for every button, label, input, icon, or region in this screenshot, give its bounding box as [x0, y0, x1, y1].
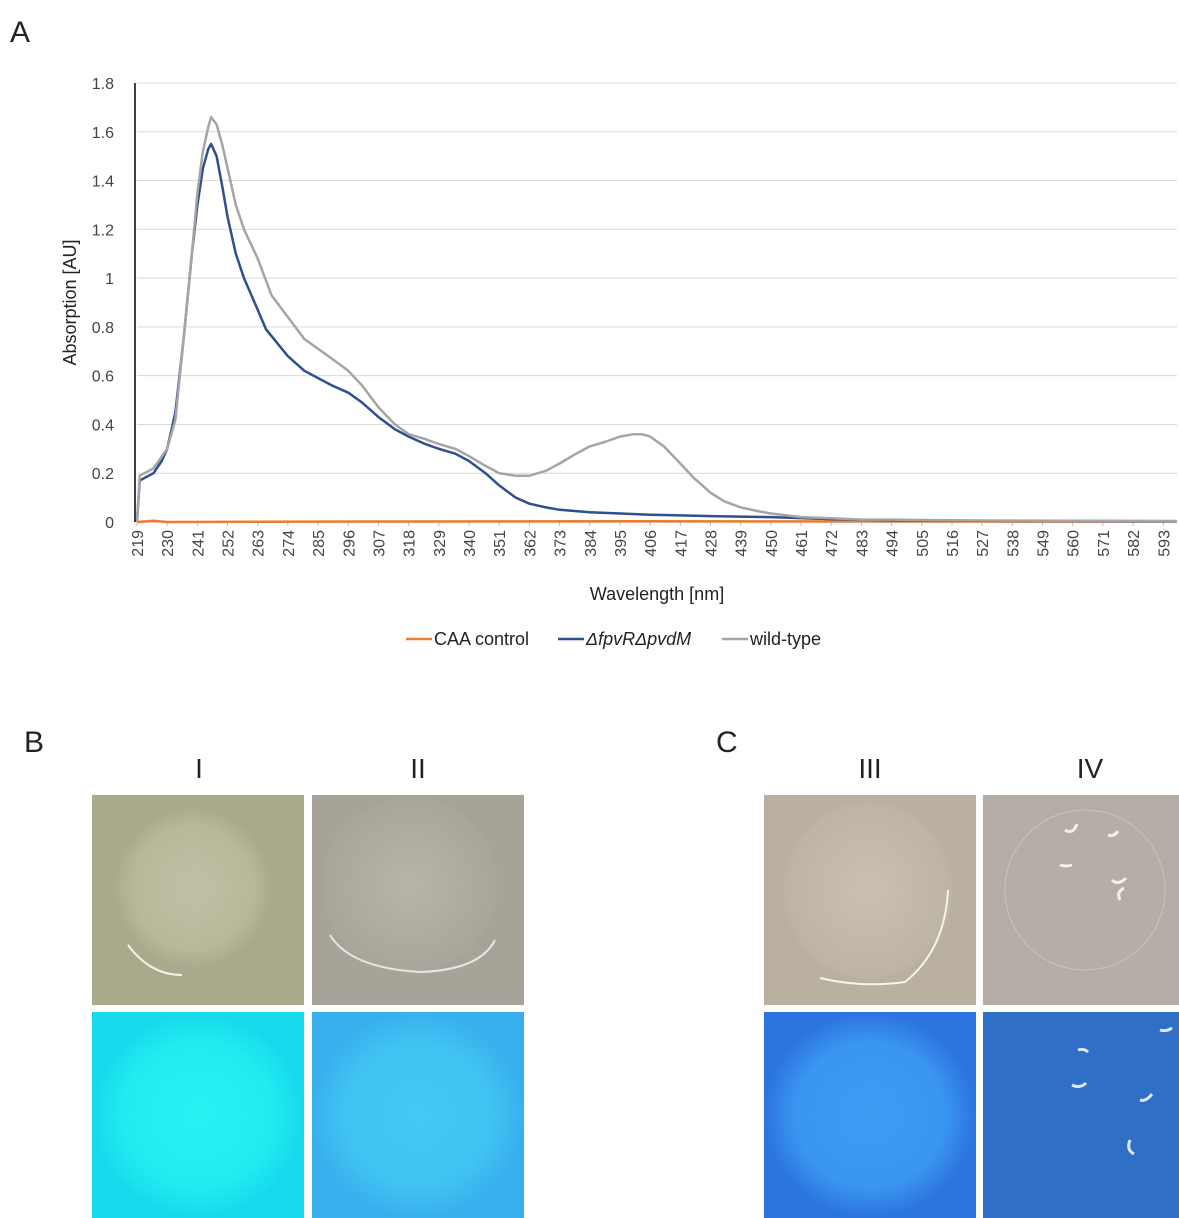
photo [92, 795, 304, 1005]
series-line [135, 142, 1178, 523]
x-tick-label: 483 [854, 530, 871, 557]
y-tick-label: 1.2 [92, 222, 114, 239]
photo [92, 1012, 304, 1218]
y-tick-label: 1.8 [92, 76, 114, 93]
x-tick-label: 582 [1126, 530, 1143, 557]
x-tick-label: 362 [522, 530, 539, 557]
x-tick-label: 318 [402, 530, 419, 557]
x-tick-label: 395 [613, 530, 630, 557]
y-tick-label: 0.4 [92, 417, 114, 434]
x-tick-label: 307 [371, 530, 388, 557]
x-tick-label: 450 [764, 530, 781, 557]
x-tick-label: 516 [945, 530, 962, 557]
x-tick-label: 538 [1005, 530, 1022, 557]
y-axis-title: Absorption [AU] [60, 239, 80, 365]
x-tick-label: 285 [311, 530, 328, 557]
x-tick-label: 274 [281, 530, 298, 557]
panel-label: B [24, 726, 44, 759]
photo [983, 795, 1179, 1005]
series-line [135, 115, 1178, 523]
x-tick-label: 406 [643, 530, 660, 557]
x-tick-label: 571 [1096, 530, 1113, 557]
series-line [136, 519, 1178, 524]
x-tick-label: 230 [160, 530, 177, 557]
y-tick-label: 0 [105, 515, 114, 532]
x-tick-label: 494 [885, 530, 902, 557]
column-label: II [410, 753, 426, 784]
panel-label: C [716, 726, 738, 759]
x-tick-label: 549 [1036, 530, 1053, 557]
x-tick-label: 439 [734, 530, 751, 557]
photo [312, 795, 524, 1005]
x-tick-label: 329 [432, 530, 449, 557]
column-label: III [858, 753, 881, 784]
y-tick-label: 1 [105, 271, 114, 288]
x-tick-label: 296 [341, 530, 358, 557]
y-tick-label: 0.2 [92, 466, 114, 483]
x-tick-label: 527 [975, 530, 992, 557]
x-tick-label: 560 [1066, 530, 1083, 557]
x-tick-label: 219 [130, 530, 147, 557]
x-tick-label: 472 [824, 530, 841, 557]
y-tick-label: 0.8 [92, 320, 114, 337]
column-label: IV [1077, 753, 1104, 784]
x-tick-label: 461 [794, 530, 811, 557]
y-tick-label: 1.4 [92, 174, 114, 191]
panel-label: A [10, 16, 30, 49]
legend-label: ΔfpvRΔpvdM [585, 629, 691, 649]
x-tick-label: 384 [583, 530, 600, 557]
x-tick-label: 373 [553, 530, 570, 557]
x-tick-label: 428 [704, 530, 721, 557]
x-axis-title: Wavelength [nm] [590, 584, 724, 604]
legend-label: CAA control [434, 629, 529, 649]
x-tick-label: 417 [673, 530, 690, 557]
x-tick-label: 351 [492, 530, 509, 557]
x-tick-label: 241 [190, 530, 207, 557]
x-tick-label: 252 [221, 530, 238, 557]
y-tick-label: 1.6 [92, 125, 114, 142]
photo [312, 1012, 524, 1218]
column-label: I [195, 753, 203, 784]
x-tick-label: 505 [915, 530, 932, 557]
photo [764, 1012, 976, 1218]
legend-label: wild-type [749, 629, 821, 649]
photo [764, 795, 976, 1005]
photo [983, 1012, 1179, 1218]
x-tick-label: 593 [1156, 530, 1173, 557]
x-tick-label: 263 [251, 530, 268, 557]
y-tick-label: 0.6 [92, 369, 114, 386]
x-tick-label: 340 [462, 530, 479, 557]
